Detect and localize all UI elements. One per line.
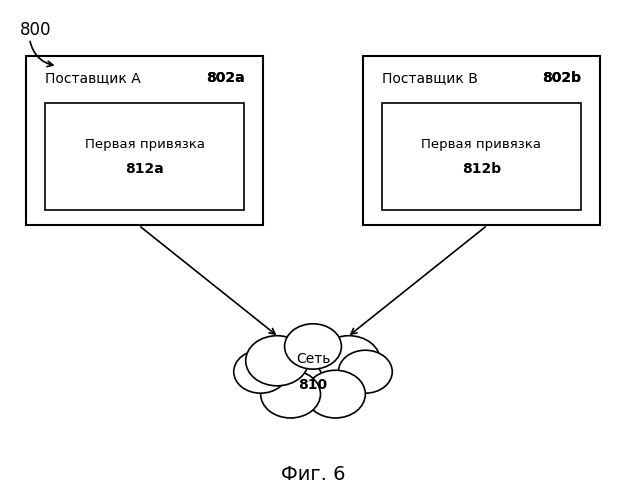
Text: 802b: 802b [542, 71, 581, 85]
Text: 802a: 802a [206, 71, 244, 85]
Circle shape [339, 350, 393, 393]
Text: Поставщик В: Поставщик В [382, 71, 478, 85]
Circle shape [305, 370, 366, 418]
Text: Поставщик А: Поставщик А [45, 71, 141, 85]
Text: Первая привязка: Первая привязка [85, 138, 205, 151]
Circle shape [317, 336, 381, 386]
Circle shape [233, 350, 287, 393]
FancyBboxPatch shape [363, 56, 600, 225]
Text: 810: 810 [299, 378, 327, 392]
Text: 812a: 812a [125, 162, 164, 176]
FancyBboxPatch shape [45, 104, 244, 210]
Text: 800: 800 [20, 22, 51, 40]
FancyBboxPatch shape [382, 104, 581, 210]
Circle shape [285, 324, 341, 369]
Text: Первая привязка: Первая привязка [421, 138, 541, 151]
Circle shape [245, 336, 309, 386]
FancyBboxPatch shape [26, 56, 263, 225]
Circle shape [260, 370, 321, 418]
Text: 802b: 802b [542, 71, 581, 85]
Text: 812b: 812b [462, 162, 501, 176]
Text: 802a: 802a [206, 71, 244, 85]
Text: Сеть: Сеть [296, 352, 330, 366]
Text: Фиг. 6: Фиг. 6 [280, 464, 346, 483]
Circle shape [268, 334, 358, 405]
